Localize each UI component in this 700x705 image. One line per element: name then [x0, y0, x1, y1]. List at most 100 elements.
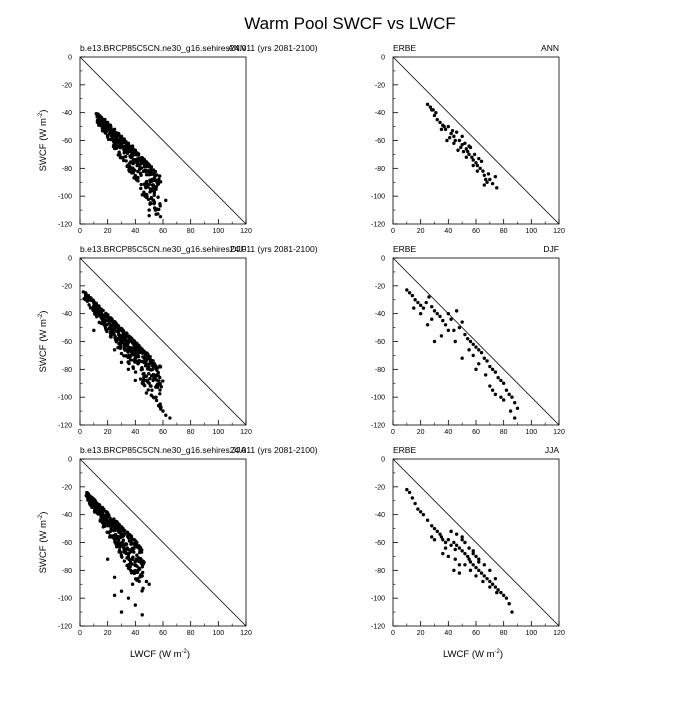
scatter-point	[107, 131, 112, 136]
scatter-point	[102, 507, 106, 511]
scatter-point	[490, 388, 495, 392]
scatter-point	[168, 416, 172, 420]
scatter-point	[105, 511, 110, 515]
scatter-point	[148, 202, 152, 206]
scatter-point	[94, 314, 99, 319]
scatter-point	[475, 163, 480, 168]
scatter-point	[446, 311, 451, 316]
scatter-point	[138, 377, 143, 381]
scatter-point	[131, 161, 135, 165]
scatter-point	[468, 560, 473, 564]
scatter-point	[439, 127, 444, 132]
scatter-point	[105, 135, 110, 139]
x-tick-label: 60	[159, 630, 167, 637]
scatter-point	[467, 348, 471, 352]
scatter-point	[99, 314, 103, 319]
scatter-point	[156, 212, 160, 216]
scatter-point	[141, 355, 145, 359]
scatter-point	[493, 370, 498, 374]
scatter-point	[441, 551, 445, 556]
scatter-point	[151, 395, 155, 399]
y-tick-label: -120	[58, 624, 72, 631]
scatter-point	[128, 557, 132, 562]
scatter-point	[131, 365, 135, 369]
scatter-point	[438, 314, 442, 319]
scatter-point	[485, 359, 489, 363]
x-tick-label: 40	[131, 228, 139, 235]
chart-title: Warm Pool SWCF vs LWCF	[244, 14, 456, 33]
scatter-point	[471, 549, 475, 553]
scatter-point	[127, 168, 131, 172]
scatter-point	[435, 311, 439, 316]
scatter-point	[116, 153, 121, 157]
scatter-point	[412, 306, 416, 310]
scatter-point	[95, 118, 100, 123]
scatter-point	[463, 332, 467, 337]
scatter-point	[120, 327, 124, 331]
scatter-point	[413, 501, 417, 506]
scatter-point	[127, 533, 132, 537]
x-tick-label: 20	[417, 630, 425, 637]
scatter-point	[136, 175, 140, 180]
scatter-point	[147, 208, 151, 212]
scatter-point	[513, 401, 517, 405]
scatter-point	[120, 555, 124, 559]
scatter-point	[430, 317, 434, 321]
y-tick-label: 0	[381, 457, 385, 464]
x-tick-label: 100	[212, 429, 224, 436]
x-tick-label: 60	[472, 630, 480, 637]
scatter-point	[113, 532, 118, 537]
scatter-point	[445, 138, 449, 143]
scatter-point	[460, 356, 464, 360]
scatter-point	[496, 375, 500, 380]
scatter-point	[461, 149, 466, 154]
scatter-point	[112, 348, 117, 352]
scatter-point	[103, 319, 107, 323]
panel-right-label: DJF	[230, 244, 246, 254]
scatter-point	[421, 512, 426, 517]
scatter-point	[471, 563, 475, 567]
scatter-point	[122, 354, 126, 358]
scatter-point	[413, 298, 417, 302]
scatter-point	[467, 546, 471, 550]
scatter-point	[108, 523, 112, 528]
scatter-point	[140, 563, 145, 568]
scatter-point	[129, 339, 133, 343]
scatter-point	[121, 538, 126, 542]
scatter-point	[92, 503, 97, 508]
x-tick-label: 80	[500, 630, 508, 637]
scatter-point	[460, 134, 464, 139]
panel-2: 0 20 40 60 80 100 120 0 -20 -40 -60 -80 -100 -120 b.e1…	[38, 244, 318, 436]
x-tick-label: 40	[444, 630, 452, 637]
scatter-point	[471, 163, 475, 168]
scatter-point	[102, 122, 107, 126]
scatter-point	[488, 384, 492, 388]
scatter-point	[439, 334, 444, 338]
scatter-point	[457, 571, 462, 575]
y-tick-label: -60	[62, 540, 72, 547]
panel-3: 0 20 40 60 80 100 120 0 -20 -40 -60 -80 -100 -120 ERBE…	[371, 244, 565, 436]
y-axis-title: SWCF (W m-2)	[38, 110, 49, 172]
scatter-point	[147, 213, 151, 218]
scatter-point	[432, 538, 437, 542]
scatter-point	[493, 576, 498, 581]
scatter-point	[140, 155, 144, 160]
scatter-point	[477, 362, 481, 366]
scatter-point	[143, 374, 148, 378]
scatter-point	[92, 328, 96, 333]
scatter-point	[460, 320, 464, 324]
scatter-point	[430, 535, 434, 539]
scatter-point	[439, 535, 444, 539]
scatter-point	[85, 299, 90, 303]
scatter-point	[106, 513, 110, 518]
scatter-point	[443, 323, 448, 327]
y-tick-label: -60	[375, 339, 385, 346]
scatter-point	[435, 529, 439, 534]
scatter-point	[129, 155, 133, 160]
scatter-point	[123, 144, 128, 148]
scatter-point	[102, 518, 106, 523]
x-tick-label: 40	[444, 429, 452, 436]
scatter-point	[488, 585, 492, 589]
scatter-point	[87, 303, 91, 307]
scatter-point	[88, 306, 93, 310]
